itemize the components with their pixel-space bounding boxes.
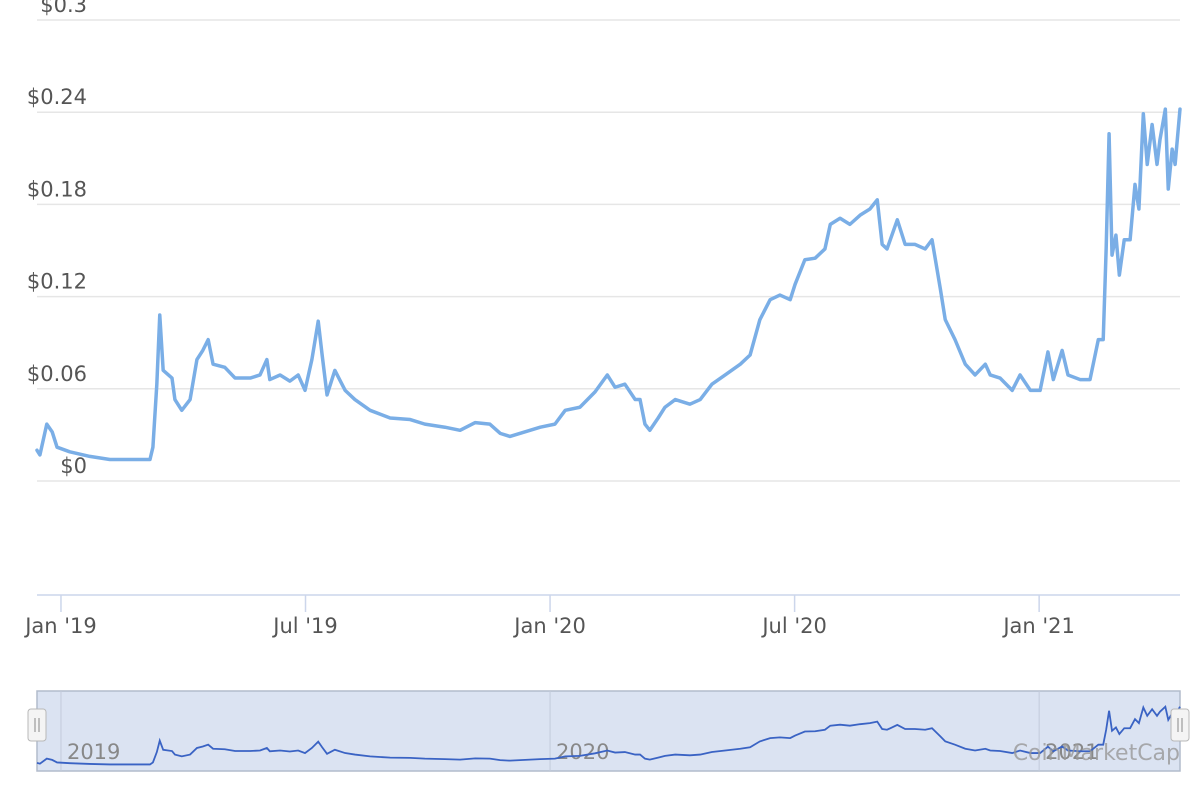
y-tick-label: $0.24 [27, 85, 87, 109]
y-tick-label: $0.3 [40, 0, 87, 17]
y-tick-label: $0.18 [27, 177, 87, 201]
x-tick-label: Jul '19 [271, 614, 338, 638]
handle[interactable] [1170, 708, 1190, 742]
y-tick-label: $0 [60, 454, 87, 478]
x-tick-label: Jan '19 [23, 614, 97, 638]
watermark: CoinMarketCap [1013, 741, 1180, 766]
y-tick-label: $0.12 [27, 270, 87, 294]
navigator: 2019 2020 2021 [36, 691, 1181, 771]
navigator-window [36, 690, 1181, 772]
navigator-line [36, 704, 1181, 766]
x-tick-label: Jul '20 [760, 614, 827, 638]
y-tick-label: $0.06 [27, 362, 87, 386]
handle[interactable] [27, 708, 47, 742]
navigator-handle-left[interactable] [27, 708, 47, 742]
x-tick-label: Jan '21 [1001, 614, 1075, 638]
navigator-handle-right[interactable] [1170, 708, 1190, 742]
x-tick-label: Jan '20 [512, 614, 586, 638]
navigator-tick-label: 2019 [67, 740, 120, 764]
price-line [35, 107, 1182, 462]
